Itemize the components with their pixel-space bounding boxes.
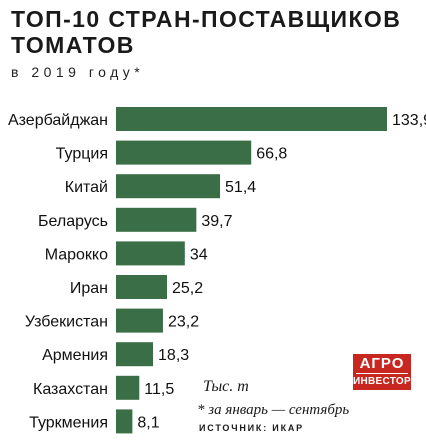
bar-2 (116, 174, 221, 199)
bar-9 (116, 409, 133, 434)
footnote: * за январь — сентябрь (197, 402, 350, 418)
chart-title: ТОП-10 СТРАН-ПОСТАВЩИКОВ ТОМАТОВ (11, 6, 402, 58)
bar-4 (116, 241, 185, 266)
bar-5 (116, 275, 168, 299)
value-label-5: 25,2 (172, 280, 203, 297)
category-label-1: Турция (56, 146, 108, 163)
value-label-3: 39,7 (201, 213, 232, 230)
category-label-9: Туркмения (29, 414, 108, 431)
unit-label: Тыс. т (203, 378, 249, 395)
category-label-2: Китай (65, 179, 108, 196)
value-label-9: 8,1 (137, 414, 159, 431)
value-label-4: 34 (190, 246, 208, 263)
value-label-1: 66,8 (256, 146, 287, 163)
category-label-5: Иран (70, 280, 108, 297)
category-label-3: Беларусь (38, 213, 108, 230)
value-label-8: 11,5 (144, 381, 174, 398)
category-label-6: Узбекистан (25, 314, 108, 331)
value-label-6: 23,2 (168, 314, 199, 331)
bar-3 (116, 207, 197, 232)
logo-line1: АГРО (356, 355, 408, 374)
bar-7 (116, 342, 154, 367)
agroinvestor-logo: АГРО ИНВЕСТОР (353, 354, 411, 390)
value-label-0: 133,9 (392, 112, 426, 129)
value-label-2: 51,4 (225, 179, 256, 196)
bar-8 (116, 375, 140, 400)
logo-line2: ИНВЕСТОР (353, 376, 411, 387)
category-label-7: Армения (42, 347, 108, 364)
category-label-0: Азербайджан (8, 112, 108, 129)
category-label-8: Казахстан (33, 381, 108, 398)
category-label-4: Марокко (45, 246, 108, 263)
bar-0 (116, 107, 387, 131)
bar-6 (116, 308, 163, 333)
chart-subtitle: в 2019 году* (11, 64, 145, 80)
value-label-7: 18,3 (158, 347, 189, 364)
source-label: ИСТОЧНИК: ИКАР (199, 423, 304, 433)
bar-1 (116, 140, 252, 165)
